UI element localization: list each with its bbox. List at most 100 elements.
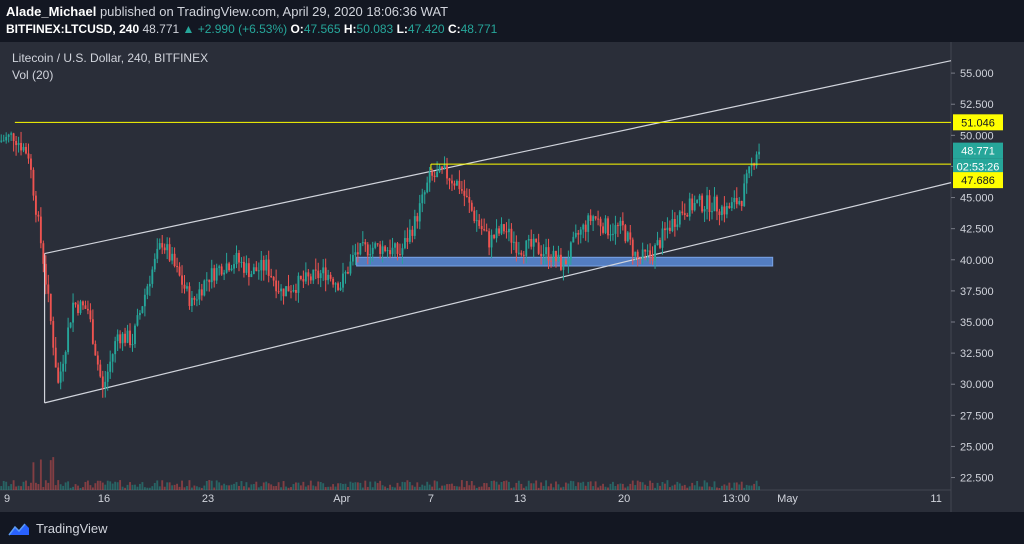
volume-bar xyxy=(572,481,575,490)
volume-bar xyxy=(711,487,713,490)
volume-bar xyxy=(483,482,486,490)
author-name[interactable]: Alade_Michael xyxy=(6,4,97,19)
x-tick-label: 13 xyxy=(514,493,526,505)
volume-bar xyxy=(84,481,87,490)
price-chart[interactable]: 55.00052.50050.00047.50045.00042.50040.0… xyxy=(0,42,1024,512)
candle-body xyxy=(210,268,213,283)
candle-body xyxy=(656,240,659,246)
candle-body xyxy=(260,259,263,271)
x-tick-labels: 9 16 23 Apr 7 13 20 13:00 May 11 xyxy=(4,493,942,505)
volume-bar xyxy=(659,485,661,490)
volume-bar xyxy=(703,480,706,490)
chart-title: Litecoin / U.S. Dollar, 240, BITFINEX xyxy=(12,51,208,65)
candle-body xyxy=(37,214,40,217)
volume-bar xyxy=(540,482,543,490)
candle-body xyxy=(394,243,396,248)
candle-body xyxy=(639,258,642,260)
volume-bar xyxy=(86,480,89,490)
volume-bar xyxy=(656,482,659,490)
symbol-label[interactable]: BITFINEX:LTCUSD, 240 xyxy=(6,22,140,36)
volume-bar xyxy=(668,487,671,490)
candle-body xyxy=(290,291,292,293)
candle-body xyxy=(423,192,426,195)
volume-bar xyxy=(287,487,290,490)
open-label: O: xyxy=(290,22,304,36)
volume-bar xyxy=(651,482,654,490)
volume-bar xyxy=(220,485,223,490)
volume-bar xyxy=(260,486,263,490)
candle-body xyxy=(356,252,359,255)
volume-bar xyxy=(743,487,746,490)
volume-bar xyxy=(758,486,761,490)
low-label: L: xyxy=(396,22,408,36)
volume-bar xyxy=(106,480,109,490)
candle-body xyxy=(555,250,557,262)
volume-bar xyxy=(443,485,446,490)
candle-body xyxy=(5,136,8,141)
volume-bar xyxy=(257,487,260,490)
candle-body xyxy=(369,253,372,256)
volume-bar xyxy=(698,486,701,490)
candle-body xyxy=(146,286,149,295)
candle-body xyxy=(223,272,226,275)
volume-bar xyxy=(750,485,753,490)
candle-body xyxy=(67,327,70,353)
candle-body xyxy=(163,247,166,251)
volume-bar xyxy=(27,486,30,490)
time-axis[interactable] xyxy=(0,490,951,512)
candle-body xyxy=(401,248,404,255)
low-value: 47.420 xyxy=(407,22,445,36)
volume-bar xyxy=(463,487,466,490)
volume-bar xyxy=(604,486,607,490)
candle-body xyxy=(503,224,505,232)
volume-bar xyxy=(413,486,416,490)
close-label: C: xyxy=(447,22,461,36)
candle-body xyxy=(602,226,604,233)
volume-bar xyxy=(681,485,684,490)
candle-body xyxy=(173,253,176,267)
x-tick-label: 13:00 xyxy=(722,493,750,505)
candle-body xyxy=(319,273,322,279)
candle-body xyxy=(168,244,171,261)
volume-bar xyxy=(616,484,619,490)
volume-bar xyxy=(567,483,570,490)
candle-body xyxy=(188,286,191,306)
y-tick-label: 22.500 xyxy=(960,473,994,485)
candle-body xyxy=(347,271,349,274)
candle-body xyxy=(589,215,592,222)
volume-bar xyxy=(277,482,280,490)
volume-bar xyxy=(458,486,461,490)
tradingview-brand[interactable]: TradingView xyxy=(8,521,108,536)
candle-body xyxy=(470,202,473,211)
candle-body xyxy=(64,352,67,364)
candle-body xyxy=(698,195,701,201)
candle-body xyxy=(208,279,211,283)
last-price: 48.771 xyxy=(142,22,180,36)
candle-body xyxy=(327,274,330,281)
candle-body xyxy=(634,251,637,256)
candle-body xyxy=(52,321,55,348)
volume-bar xyxy=(555,481,557,490)
volume-bar xyxy=(49,460,52,490)
volume-bar xyxy=(379,480,382,490)
volume-bar xyxy=(696,480,699,490)
candle-body xyxy=(309,276,312,281)
candle-body xyxy=(218,266,221,268)
candle-body xyxy=(740,200,743,207)
volume-bar xyxy=(255,481,258,490)
candle-body xyxy=(500,224,503,234)
volume-bar xyxy=(129,482,131,490)
candle-body xyxy=(651,255,654,261)
volume-bar xyxy=(30,482,32,490)
candle-body xyxy=(738,200,741,205)
candle-body xyxy=(426,182,429,193)
volume-bar xyxy=(693,485,696,490)
candle-body xyxy=(111,354,114,362)
candle-body xyxy=(304,272,307,282)
volume-bar xyxy=(183,487,186,490)
candle-body xyxy=(25,146,27,154)
candle-body xyxy=(131,344,134,346)
candle-body xyxy=(664,228,666,231)
volume-bar xyxy=(522,487,525,490)
candle-body xyxy=(716,196,718,212)
